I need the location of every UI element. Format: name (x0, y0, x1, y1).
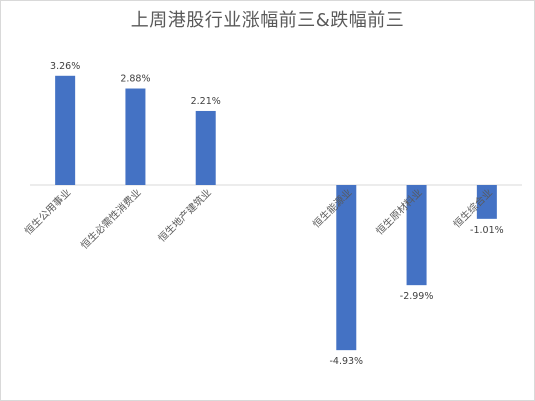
bar (195, 110, 216, 185)
bar (125, 88, 146, 185)
data-label: 2.21% (191, 96, 221, 107)
category-label: 恒生必需性消费业 (78, 186, 144, 252)
data-label: -1.01% (470, 225, 504, 236)
data-label: -4.93% (329, 356, 363, 367)
bar (336, 185, 357, 351)
data-label: 2.88% (120, 74, 150, 85)
bar (55, 75, 76, 185)
bar (476, 185, 497, 219)
category-label: 恒生公用事业 (22, 186, 74, 238)
category-label: 恒生地产建筑业 (155, 186, 214, 245)
data-label: -2.99% (400, 291, 434, 302)
data-label: 3.26% (50, 61, 80, 72)
chart-title: 上周港股行业涨幅前三&跌幅前三 (130, 10, 405, 31)
bar (406, 185, 427, 286)
